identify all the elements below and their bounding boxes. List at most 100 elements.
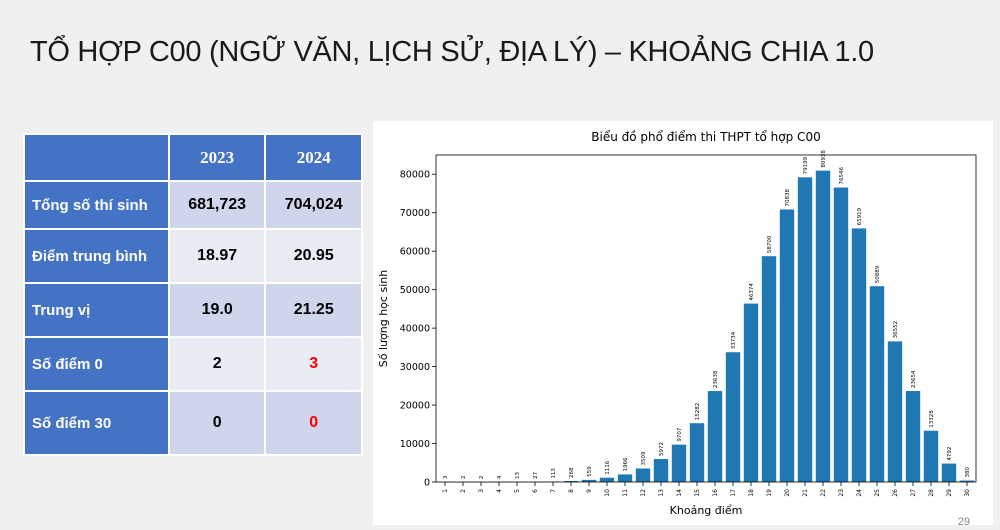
chart-title: Biểu đồ phổ điểm thi THPT tổ hợp C00 [591,130,820,144]
data-label: 23654 [911,370,917,388]
value-2024: 21.25 [264,282,363,338]
data-label: 3 [443,475,449,479]
data-label: 4792 [947,447,953,461]
stats-table: 2023 2024 Tổng số thí sinh 681,723 704,024… [23,133,363,456]
row-label: Số điểm 0 [23,336,170,392]
bar [761,256,777,482]
data-label: 3509 [641,451,647,465]
data-label: 4 [497,475,503,479]
value-2024: 0 [264,390,363,456]
x-tick-label: 27 [910,489,917,497]
x-tick-label: 8 [568,489,575,493]
table-row: Tổng số thí sinh 681,723 704,024 [23,180,363,230]
x-tick-label: 18 [748,489,755,497]
data-label: 13328 [929,410,935,428]
table-header-corner [23,133,170,182]
bar [905,391,921,482]
data-label: 79199 [803,156,809,174]
x-tick-label: 16 [712,489,719,497]
data-label: 36552 [893,321,899,339]
data-label: 5972 [659,442,665,456]
x-tick-label: 29 [946,489,953,497]
data-label: 559 [587,466,593,477]
x-tick-label: 26 [892,489,899,497]
value-2023: 18.97 [167,228,267,284]
data-label: 33734 [731,331,737,349]
x-tick-label: 30 [964,489,971,497]
x-tick-label: 24 [856,489,863,497]
page-number: 29 [957,516,970,528]
bar [599,477,615,482]
bar [815,170,831,482]
bar [779,209,795,482]
x-tick-label: 5 [514,489,521,493]
slide-title: TỔ HỢP C00 (NGỮ VĂN, LỊCH SỬ, ĐỊA LÝ) – … [30,36,874,68]
bar [887,341,903,482]
y-tick-label: 10000 [400,439,430,450]
x-tick-label: 7 [550,489,557,493]
x-tick-label: 6 [532,489,539,493]
data-label: 65919 [857,207,863,225]
x-tick-label: 11 [622,489,629,497]
x-tick-label: 23 [838,489,845,497]
bar [851,228,867,482]
data-label: 46374 [749,283,755,301]
x-tick-label: 20 [784,489,791,497]
data-label: 1966 [623,457,629,471]
bar [617,474,633,482]
table-row: Số điểm 30 0 0 [23,390,363,456]
bar [689,423,705,482]
data-label: 1116 [605,460,611,474]
table-row: Trung vị 19.0 21.25 [23,282,363,338]
data-label: 27 [533,471,539,478]
data-label: 15282 [695,403,701,421]
x-tick-label: 17 [730,489,737,497]
score-distribution-chart: Biểu đồ phổ điểm thi THPT tổ hợp C00 3 2 2 4… [377,130,977,517]
plot-frame [435,154,977,483]
data-label: 50889 [875,265,881,283]
x-axis-label: Khoảng điểm [670,504,743,517]
value-2023: 681,723 [167,180,267,230]
data-label: 58700 [767,235,773,253]
value-2023: 0 [167,390,267,456]
x-tick-label: 12 [640,489,647,497]
x-tick-label: 9 [586,489,593,493]
y-tick-label: 80000 [400,170,430,181]
bar [869,286,885,482]
y-tick-label: 40000 [400,324,430,335]
table-header-2023: 2023 [167,133,267,182]
table-row: Điểm trung bình 18.97 20.95 [23,228,363,284]
bar [923,430,939,482]
value-2024: 20.95 [264,228,363,284]
bar [833,187,849,482]
x-tick-label: 15 [694,489,701,497]
y-tick-label: 70000 [400,208,430,219]
data-label: 268 [569,467,575,478]
x-tick-label: 1 [442,489,449,493]
bar [563,480,579,482]
bar [653,459,669,482]
x-tick-label: 25 [874,489,881,497]
x-tick-label: 3 [478,489,485,493]
data-label: 80938 [821,150,827,168]
x-tick-label: 19 [766,489,773,497]
x-tick-label: 13 [658,489,665,497]
bar [725,352,741,482]
row-label: Số điểm 30 [23,390,170,456]
x-tick-label: 2 [460,489,467,493]
table-header-row: 2023 2024 [23,133,363,182]
bar [797,177,813,483]
bar [581,479,597,482]
bar [743,303,759,482]
data-label: 13 [515,471,521,478]
bar [707,391,723,482]
x-tick-label: 28 [928,489,935,497]
row-label: Tổng số thí sinh [23,180,170,230]
bar [941,463,957,482]
y-tick-label: 50000 [400,285,430,296]
table-header-2024: 2024 [264,133,363,182]
data-label: 76546 [839,167,845,185]
y-tick-label: 60000 [400,247,430,258]
row-label: Điểm trung bình [23,228,170,284]
